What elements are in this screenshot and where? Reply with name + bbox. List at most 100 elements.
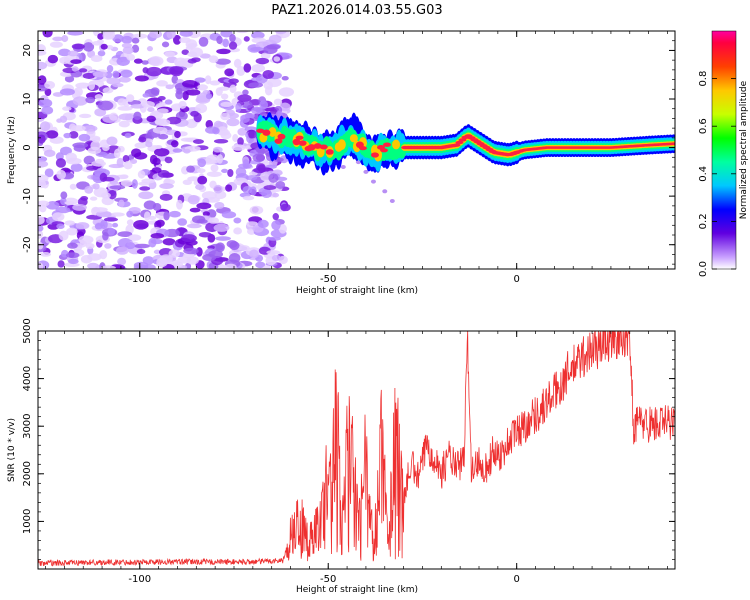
heatmap-noise-cell (118, 199, 125, 208)
heatmap-ridge-cell (313, 143, 322, 149)
heatmap-noise-cell (262, 69, 274, 80)
heatmap-noise-cell (124, 132, 132, 139)
heatmap-noise-cell (206, 171, 222, 177)
heatmap-noise-cell (221, 211, 237, 219)
heatmap-noise-cell (60, 191, 68, 200)
heatmap-noise-cell (231, 144, 246, 151)
heatmap-noise-cell (248, 82, 264, 88)
colorbar-gradient (712, 31, 736, 269)
heatmap-noise-cell (90, 55, 103, 63)
heatmap-noise-cell (229, 34, 236, 43)
heatmap-noise-cell (280, 203, 291, 212)
heatmap-noise-cell (236, 66, 246, 77)
heatmap-noise-cell (187, 51, 198, 58)
spectrogram-y-tick-label: -20 (22, 237, 33, 253)
heatmap-noise-cell (249, 249, 259, 259)
heatmap-noise-cell (155, 144, 163, 149)
heatmap-noise-cell (91, 160, 106, 167)
heatmap-noise-cell (117, 105, 133, 111)
heatmap-ridge-cell (325, 149, 334, 155)
heatmap-noise-cell (38, 75, 47, 85)
colorbar-frame (711, 30, 737, 270)
heatmap-noise-cell (91, 41, 102, 46)
heatmap-noise-cell (137, 170, 146, 179)
heatmap-noise-cell (38, 200, 50, 207)
heatmap-noise-cell (246, 221, 258, 226)
colorbar-tick-label: 0.6 (698, 118, 709, 134)
heatmap-noise-cell (251, 106, 263, 115)
heatmap-noise-cell (153, 148, 170, 157)
heatmap-noise-cell (102, 31, 114, 40)
heatmap-noise-cell (122, 154, 130, 163)
heatmap-noise-cell (273, 98, 283, 106)
heatmap-ridge-cell (292, 138, 301, 146)
heatmap-noise-cell (215, 236, 231, 241)
heatmap-noise-cell (272, 192, 280, 198)
heatmap-noise-cell (130, 103, 145, 109)
snr-panel: -100 -50 0 1000 2000 3000 4000 5000 Height of s… (7, 318, 676, 595)
heatmap-noise-cell (142, 93, 150, 98)
heatmap-noise-cell (255, 261, 266, 269)
heatmap-noise-cell (97, 33, 105, 40)
heatmap-noise-cell (109, 180, 119, 185)
heatmap-noise-cell (242, 89, 249, 96)
heatmap-noise-cell (75, 222, 90, 230)
spectrogram-frame (37, 30, 676, 270)
snr-series-line (38, 331, 675, 567)
heatmap-noise-cell (82, 125, 98, 132)
heatmap-noise-cell (40, 252, 52, 257)
heatmap-noise-cell (180, 137, 194, 142)
heatmap-noise-cell (78, 68, 88, 73)
heatmap-noise-cell (38, 174, 49, 182)
heatmap-noise-cell (120, 69, 133, 78)
heatmap-noise-cell (131, 44, 140, 53)
heatmap-noise-cell (212, 127, 220, 135)
heatmap-noise-cell (42, 31, 53, 38)
heatmap-noise-cell (187, 176, 200, 182)
heatmap-noise-cell (66, 157, 82, 165)
heatmap-noise-cell (170, 140, 179, 148)
heatmap-noise-cell (145, 141, 153, 148)
heatmap-noise-cell (166, 31, 176, 39)
heatmap-noise-cell (52, 212, 65, 222)
heatmap-noise-cell (243, 36, 250, 42)
heatmap-noise-cell (57, 260, 65, 268)
heatmap-noise-cell (47, 54, 59, 64)
heatmap-noise-cell (382, 189, 388, 194)
heatmap-noise-cell (102, 144, 110, 152)
heatmap-noise-cell (190, 110, 199, 117)
heatmap-ridge-cell (349, 134, 358, 143)
heatmap-noise-cell (133, 58, 143, 64)
heatmap-noise-cell (189, 207, 201, 213)
heatmap-noise-cell (159, 183, 174, 189)
heatmap-noise-cell (233, 227, 243, 235)
heatmap-noise-cell (172, 148, 183, 153)
heatmap-ridge-cell (337, 139, 346, 150)
heatmap-noise-cell (88, 80, 96, 91)
heatmap-noise-cell (255, 146, 269, 154)
heatmap-noise-cell (104, 243, 112, 249)
heatmap-noise-cell (233, 217, 242, 224)
heatmap-noise-cell (78, 235, 94, 245)
heatmap-noise-cell (94, 93, 103, 100)
heatmap-noise-cell (173, 261, 184, 268)
heatmap-noise-cell (116, 246, 129, 255)
heatmap-noise-cell (208, 250, 224, 259)
heatmap-noise-cell (107, 227, 116, 236)
heatmap-noise-cell (266, 250, 281, 255)
heatmap-noise-cell (156, 80, 168, 87)
heatmap-noise-cell (67, 242, 78, 249)
heatmap-noise-cell (268, 173, 279, 183)
heatmap-noise-cell (237, 137, 244, 146)
spectrogram-y-tick-label: 20 (22, 44, 33, 57)
heatmap-noise-cell (109, 185, 126, 190)
heatmap-noise-cell (148, 237, 157, 248)
heatmap-noise-cell (186, 223, 202, 229)
heatmap-noise-cell (252, 153, 266, 163)
heatmap-noise-cell (38, 134, 46, 144)
heatmap-ridge-cell (669, 142, 675, 146)
heatmap-noise-cell (191, 57, 201, 63)
heatmap-noise-cell (222, 38, 230, 48)
heatmap-noise-cell (133, 219, 149, 230)
